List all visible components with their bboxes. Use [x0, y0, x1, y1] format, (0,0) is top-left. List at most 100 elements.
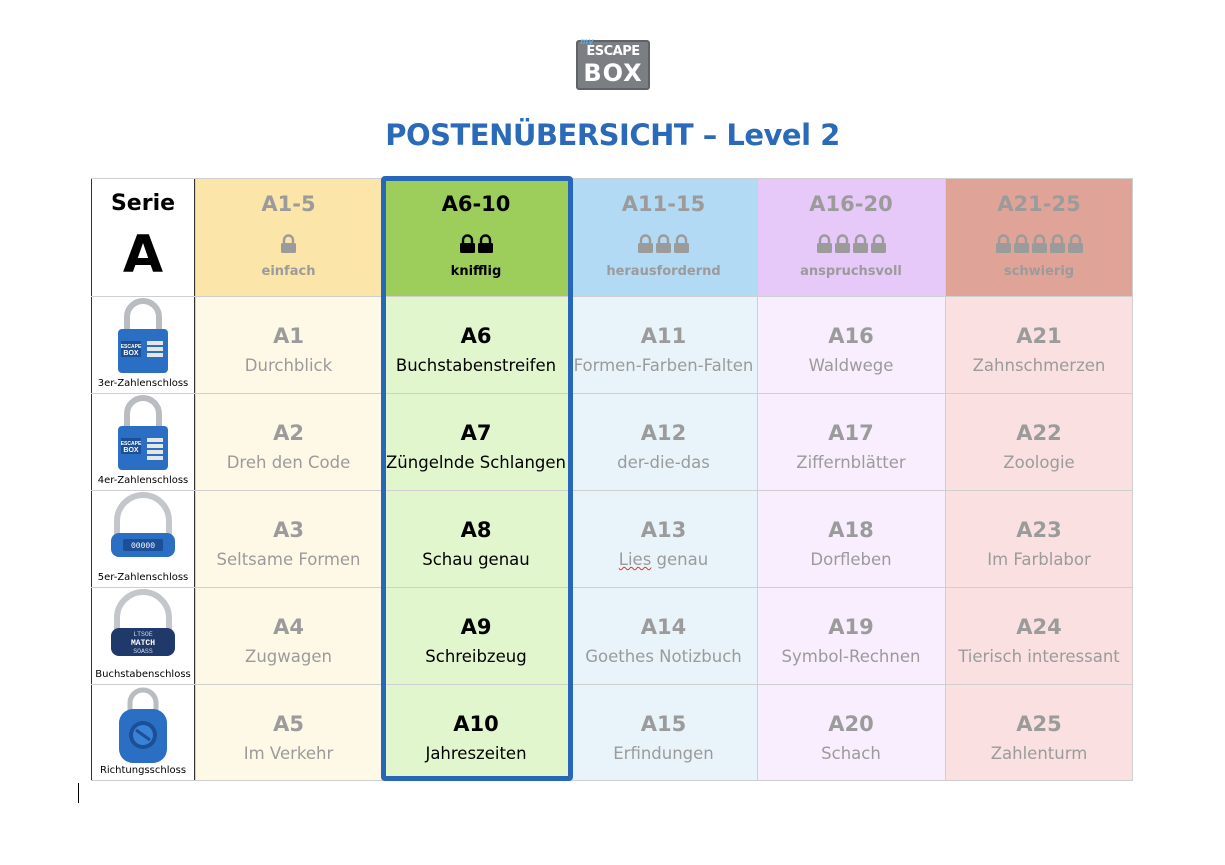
grid-line-horizontal: [91, 490, 1133, 491]
lock-icon: [1067, 234, 1084, 256]
lock-icon: [477, 234, 494, 256]
station-cell-a24: A24 Tierisch interessant: [945, 588, 1133, 685]
lock-letters-middle: MATCH: [131, 639, 155, 648]
column-range: A1-5: [261, 192, 316, 216]
grid-line-vertical: [570, 178, 571, 781]
station-code: A22: [1016, 421, 1062, 445]
station-name-text: Zugwagen: [245, 647, 332, 666]
column-header-a11-15: A11-15 herausfordernd: [570, 178, 757, 297]
logo-my-text: my: [580, 37, 594, 46]
grid-line-horizontal: [91, 587, 1133, 588]
station-cell-a2: A2 Dreh den Code: [195, 394, 382, 491]
station-cell-a22: A22 Zoologie: [945, 394, 1133, 491]
station-code: A12: [640, 421, 687, 445]
station-name-text: Im Verkehr: [243, 744, 334, 763]
column-range: A11-15: [621, 192, 706, 216]
station-code: A14: [640, 615, 687, 639]
station-name-text: Durchblick: [244, 356, 333, 375]
station-code: A3: [273, 518, 304, 542]
station-cell-a16: A16 Waldwege: [757, 297, 945, 394]
station-name-text: Buchstabenstreifen: [395, 356, 557, 375]
station-cell-a5: A5 Im Verkehr: [195, 685, 382, 781]
station-name-text: Jahreszeiten: [425, 744, 527, 763]
station-name-text: Zoologie: [1003, 453, 1075, 472]
difficulty-label: anspruchsvoll: [800, 264, 902, 279]
station-name: Buchstabenstreifen: [382, 356, 570, 375]
station-name: Schau genau: [382, 550, 570, 569]
difficulty-label: einfach: [261, 264, 316, 279]
lock-icon: [1013, 234, 1030, 256]
station-name-text: Zahnschmerzen: [972, 356, 1106, 375]
column-header-a16-20: A16-20 anspruchsvoll: [757, 178, 945, 297]
station-name-text: Schreibzeug: [425, 647, 527, 666]
station-code: A24: [1016, 615, 1062, 639]
station-name: Symbol-Rechnen: [757, 647, 945, 666]
station-code: A23: [1016, 518, 1062, 542]
station-cell-a14: A14 Goethes Notizbuch: [570, 588, 757, 685]
grid-line-horizontal: [91, 296, 1133, 297]
station-name: Erfindungen: [570, 744, 757, 763]
station-name-text: Seltsame Formen: [216, 550, 361, 569]
station-cell-a12: A12 der-die-das: [570, 394, 757, 491]
lock-type-cell: LTSOE MATCH SOASS Buchstabenschloss: [91, 588, 195, 685]
station-cell-a13: A13 Lies genau: [570, 491, 757, 588]
station-name: Schach: [757, 744, 945, 763]
station-name-text: Goethes Notizbuch: [585, 647, 742, 666]
station-cell-a7: A7 Züngelnde Schlangen: [382, 394, 570, 491]
lock-icon: [459, 234, 476, 256]
lock-type-label: Richtungsschloss: [99, 765, 187, 776]
station-name: Zahlenturm: [945, 744, 1133, 763]
station-overview-table: Serie A A1-5 einfach A6-10 knifflig A11-15 hera…: [91, 178, 1133, 781]
station-name: Jahreszeiten: [382, 744, 570, 763]
badge-text-top: ESCAPE: [121, 344, 142, 350]
station-name-text: Züngelnde Schlangen: [386, 453, 566, 472]
lock-type-label: Buchstabenschloss: [95, 669, 191, 680]
station-name: Waldwege: [757, 356, 945, 375]
station-name: Zoologie: [945, 453, 1133, 472]
lock-type-cell: ESCAPE BOX 3er-Zahlenschloss: [91, 297, 195, 394]
lock-letters-bottom: SOASS: [133, 648, 153, 655]
lock-type-label: 4er-Zahlenschloss: [97, 475, 189, 486]
difficulty-locks: [382, 234, 570, 256]
station-code: A16: [828, 324, 874, 348]
grid-line-vertical: [945, 178, 946, 781]
difficulty-label: schwierig: [1003, 264, 1075, 279]
spellcheck-word: Lies: [618, 550, 652, 569]
serie-cell: Serie A: [91, 178, 195, 297]
station-cell-a23: A23 Im Farblabor: [945, 491, 1133, 588]
station-code: A8: [460, 518, 492, 542]
station-code: A25: [1016, 712, 1062, 736]
station-code: A7: [460, 421, 492, 445]
station-code: A1: [273, 324, 304, 348]
station-code: A21: [1016, 324, 1062, 348]
station-name: Schreibzeug: [382, 647, 570, 666]
lock-type-label: 5er-Zahlenschloss: [97, 572, 189, 583]
difficulty-locks: [757, 234, 945, 256]
station-name-text: Schach: [821, 744, 881, 763]
station-cell-a1: A1 Durchblick: [195, 297, 382, 394]
escape-box-logo: my ESCAPE BOX: [576, 37, 650, 90]
logo-escape-text: ESCAPE: [586, 44, 640, 59]
station-cell-a9: A9 Schreibzeug: [382, 588, 570, 685]
column-range: A16-20: [809, 192, 893, 216]
column-range: A21-25: [997, 192, 1081, 216]
station-name-text: Schau genau: [422, 550, 530, 569]
lock-type-cell: Richtungsschloss: [91, 685, 195, 781]
grid-line-horizontal: [91, 393, 1133, 394]
lock-icon: [870, 234, 887, 256]
station-cell-a3: A3 Seltsame Formen: [195, 491, 382, 588]
station-name-text: Formen-Farben-Falten: [573, 356, 754, 375]
station-code: A15: [640, 712, 687, 736]
badge-text-bottom: BOX: [123, 350, 139, 357]
lock-icon: [637, 234, 654, 256]
station-code: A5: [273, 712, 304, 736]
station-name: der-die-das: [570, 453, 757, 472]
column-header-a21-25: A21-25 schwierig: [945, 178, 1133, 297]
grid-line-horizontal: [91, 780, 1133, 781]
station-cell-a17: A17 Ziffernblätter: [757, 394, 945, 491]
difficulty-label: herausfordernd: [606, 264, 721, 279]
station-name: Züngelnde Schlangen: [382, 453, 570, 472]
